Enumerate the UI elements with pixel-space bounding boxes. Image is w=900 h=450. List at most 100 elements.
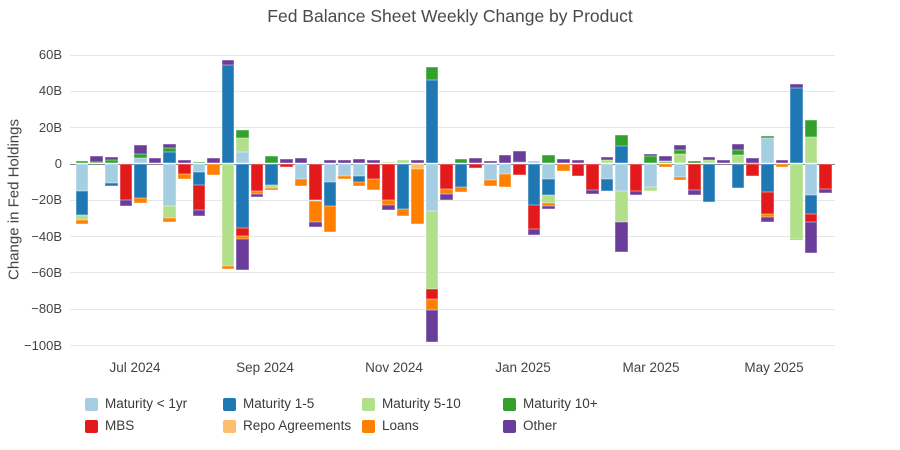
- bar-segment-m15[interactable]: [323, 182, 337, 206]
- bar-segment-m510[interactable]: [600, 159, 614, 164]
- legend-swatch-loans[interactable]: [362, 420, 375, 433]
- bar-segment-loans[interactable]: [775, 164, 789, 167]
- legend-swatch-repo[interactable]: [223, 420, 236, 433]
- bar-segment-other[interactable]: [367, 159, 381, 164]
- bar-segment-loans[interactable]: [352, 182, 366, 187]
- bar-segment-mbs[interactable]: [746, 164, 760, 176]
- bar-segment-mbs[interactable]: [250, 164, 264, 192]
- bar-segment-mbs[interactable]: [440, 164, 453, 189]
- bar-segment-mbs[interactable]: [469, 164, 483, 168]
- bar-segment-lt1[interactable]: [804, 164, 818, 196]
- bar-segment-lt1[interactable]: [134, 157, 147, 164]
- bar-segment-loans[interactable]: [556, 164, 570, 172]
- bar-segment-mbs[interactable]: [571, 164, 585, 176]
- legend-label-other[interactable]: Other: [523, 418, 557, 433]
- bar-segment-repo[interactable]: [658, 160, 672, 162]
- bar-segment-lt1[interactable]: [644, 164, 657, 187]
- bar-segment-m10[interactable]: [90, 161, 104, 164]
- bar-segment-mbs[interactable]: [177, 164, 191, 175]
- bar-segment-mbs[interactable]: [425, 289, 439, 300]
- bar-segment-loans[interactable]: [294, 178, 308, 186]
- bar-segment-m10[interactable]: [688, 160, 701, 164]
- bar-segment-other[interactable]: [688, 190, 701, 196]
- bar-segment-lt1[interactable]: [513, 161, 526, 164]
- bar-segment-lt1[interactable]: [498, 164, 512, 174]
- bar-segment-m10[interactable]: [75, 160, 89, 164]
- bar-segment-repo[interactable]: [746, 162, 760, 164]
- bar-segment-lt1[interactable]: [236, 152, 249, 164]
- bar-segment-lt1[interactable]: [484, 164, 497, 180]
- bar-segment-lt1[interactable]: [527, 160, 541, 164]
- bar-segment-other[interactable]: [731, 143, 745, 150]
- bar-segment-mbs[interactable]: [309, 164, 322, 201]
- bar-segment-other[interactable]: [717, 159, 730, 164]
- bar-segment-mbs[interactable]: [804, 213, 818, 222]
- bar-segment-repo[interactable]: [411, 164, 424, 169]
- bar-segment-m15[interactable]: [425, 80, 439, 164]
- bar-segment-other[interactable]: [556, 158, 570, 164]
- legend-label-repo[interactable]: Repo Agreements: [243, 418, 352, 433]
- bar-segment-loans[interactable]: [790, 238, 803, 241]
- bar-segment-other[interactable]: [571, 159, 585, 164]
- bar-segment-other[interactable]: [294, 158, 308, 164]
- bar-segment-lt1[interactable]: [192, 164, 206, 173]
- bar-segment-mbs[interactable]: [629, 164, 643, 192]
- bar-segment-loans[interactable]: [163, 217, 176, 223]
- bar-segment-other[interactable]: [702, 157, 716, 160]
- bar-segment-loans[interactable]: [221, 265, 235, 269]
- bar-segment-m15[interactable]: [761, 164, 774, 192]
- bar-segment-loans[interactable]: [498, 173, 512, 188]
- bar-segment-other[interactable]: [134, 144, 147, 155]
- bar-segment-lt1[interactable]: [673, 164, 687, 178]
- bar-segment-other[interactable]: [542, 205, 555, 209]
- legend-swatch-lt1[interactable]: [85, 398, 98, 411]
- bar-segment-m15[interactable]: [134, 164, 147, 199]
- legend-label-m15[interactable]: Maturity 1-5: [243, 396, 315, 411]
- bar-segment-m15[interactable]: [600, 179, 614, 191]
- bar-segment-other[interactable]: [382, 205, 395, 210]
- bar-segment-m15[interactable]: [527, 164, 541, 206]
- bar-segment-m15[interactable]: [105, 183, 118, 187]
- bar-segment-m15[interactable]: [221, 65, 235, 164]
- bar-segment-m15[interactable]: [454, 164, 468, 188]
- bar-segment-m10[interactable]: [542, 154, 555, 164]
- legend-label-m510[interactable]: Maturity 5-10: [382, 396, 461, 411]
- bar-segment-m15[interactable]: [163, 151, 176, 164]
- bar-segment-m510[interactable]: [673, 153, 687, 164]
- bar-segment-m10[interactable]: [425, 67, 439, 80]
- bar-segment-lt1[interactable]: [338, 164, 351, 176]
- legend-swatch-m510[interactable]: [362, 398, 375, 411]
- legend-label-m10[interactable]: Maturity 10+: [523, 396, 598, 411]
- bar-segment-loans[interactable]: [207, 164, 220, 176]
- bar-segment-m10[interactable]: [163, 147, 176, 152]
- bar-segment-m15[interactable]: [236, 164, 249, 228]
- bar-segment-loans[interactable]: [75, 220, 89, 224]
- bar-segment-mbs[interactable]: [586, 164, 599, 190]
- bar-segment-other[interactable]: [192, 210, 206, 216]
- bar-segment-m10[interactable]: [673, 149, 687, 154]
- bar-segment-other[interactable]: [221, 60, 235, 66]
- legend-swatch-mbs[interactable]: [85, 420, 98, 433]
- bar-segment-loans[interactable]: [658, 164, 672, 167]
- bar-segment-loans[interactable]: [323, 205, 337, 233]
- bar-segment-m15[interactable]: [790, 88, 803, 164]
- bar-segment-mbs[interactable]: [761, 191, 774, 215]
- bar-segment-lt1[interactable]: [323, 164, 337, 183]
- bar-segment-loans[interactable]: [411, 168, 424, 225]
- bar-segment-loans[interactable]: [382, 199, 395, 206]
- bar-segment-other[interactable]: [279, 158, 293, 164]
- bar-segment-other[interactable]: [600, 157, 614, 160]
- bar-segment-other[interactable]: [586, 189, 599, 195]
- bar-segment-m10[interactable]: [658, 161, 672, 164]
- bar-segment-other[interactable]: [790, 84, 803, 89]
- legend-label-loans[interactable]: Loans: [382, 418, 419, 433]
- bar-segment-m10[interactable]: [644, 156, 657, 164]
- bar-segment-other[interactable]: [411, 160, 424, 164]
- bar-segment-loans[interactable]: [177, 174, 191, 179]
- bar-segment-loans[interactable]: [761, 214, 774, 217]
- bar-segment-lt1[interactable]: [105, 164, 118, 184]
- bar-segment-loans[interactable]: [454, 187, 468, 193]
- bar-segment-other[interactable]: [163, 143, 176, 148]
- bar-segment-m15[interactable]: [615, 146, 628, 164]
- bar-segment-mbs[interactable]: [279, 164, 293, 167]
